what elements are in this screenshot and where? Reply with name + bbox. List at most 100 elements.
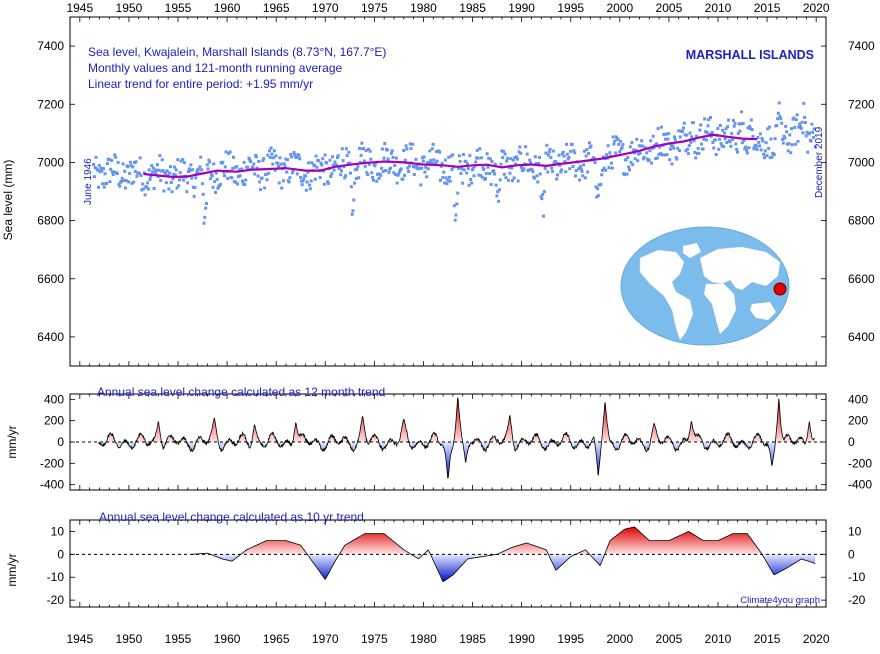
monthly-value-point xyxy=(732,124,736,128)
monthly-value-point xyxy=(189,163,193,167)
monthly-value-point xyxy=(318,176,322,180)
monthly-value-point xyxy=(403,173,406,177)
monthly-value-point xyxy=(138,156,142,160)
monthly-value-point xyxy=(638,151,642,155)
monthly-value-point xyxy=(672,146,676,150)
y-tick-label-right: 400 xyxy=(848,392,868,406)
monthly-value-point xyxy=(435,159,439,163)
monthly-value-point xyxy=(218,182,222,186)
10-yr-trend-positive-area xyxy=(191,526,816,555)
monthly-value-point xyxy=(251,166,255,170)
monthly-value-point xyxy=(147,168,151,172)
monthly-value-point xyxy=(279,162,283,166)
monthly-value-point xyxy=(709,116,712,119)
monthly-value-point xyxy=(274,154,278,158)
monthly-value-point xyxy=(171,177,175,181)
monthly-value-point xyxy=(411,142,415,146)
monthly-value-point xyxy=(617,142,621,146)
monthly-value-point xyxy=(530,168,534,172)
monthly-value-point xyxy=(727,118,730,122)
monthly-value-point xyxy=(204,206,208,210)
monthly-value-point xyxy=(740,110,744,114)
y-tick-label-left: 0 xyxy=(57,547,64,561)
monthly-value-point xyxy=(488,172,492,176)
monthly-value-point xyxy=(637,152,640,156)
monthly-value-point xyxy=(236,175,240,178)
monthly-value-point xyxy=(202,221,206,225)
monthly-value-point xyxy=(440,161,444,165)
monthly-value-point xyxy=(506,178,510,182)
monthly-value-point xyxy=(624,158,628,162)
monthly-value-point xyxy=(102,185,106,189)
monthly-value-point xyxy=(665,153,669,157)
x-tick-label-top: 2005 xyxy=(656,1,683,15)
monthly-value-point xyxy=(301,179,305,183)
monthly-value-point xyxy=(781,141,785,145)
monthly-value-point xyxy=(724,127,728,131)
monthly-value-point xyxy=(297,154,301,158)
monthly-value-point xyxy=(752,147,756,151)
monthly-value-point xyxy=(185,190,189,194)
monthly-value-point xyxy=(173,165,177,169)
y-tick-label-right: 0 xyxy=(848,547,855,561)
y-axis-label-12-month: mm/yr xyxy=(5,425,19,458)
monthly-value-point xyxy=(313,164,316,168)
monthly-value-point xyxy=(678,135,682,139)
monthly-value-point xyxy=(382,156,386,160)
chart-title-line-2: Monthly values and 121-month running ave… xyxy=(88,61,342,75)
monthly-value-point xyxy=(799,126,803,130)
monthly-value-point xyxy=(149,175,153,179)
monthly-value-point xyxy=(739,122,743,126)
monthly-value-point xyxy=(669,144,673,148)
monthly-value-point xyxy=(105,181,109,185)
monthly-value-point xyxy=(348,161,352,165)
monthly-value-point xyxy=(232,180,236,184)
monthly-value-point xyxy=(307,161,311,165)
monthly-value-point xyxy=(694,156,698,160)
monthly-value-point xyxy=(736,131,740,135)
monthly-value-point xyxy=(146,187,150,191)
12-month-trend-positive-area xyxy=(98,397,815,442)
monthly-value-point xyxy=(289,153,293,156)
monthly-value-point xyxy=(505,159,509,163)
monthly-value-point xyxy=(583,149,586,153)
monthly-value-point xyxy=(797,125,801,129)
monthly-value-point xyxy=(330,172,334,176)
monthly-value-point xyxy=(612,142,616,146)
monthly-value-point xyxy=(677,129,681,133)
monthly-value-point xyxy=(683,133,687,137)
monthly-value-point xyxy=(174,168,178,172)
monthly-value-point xyxy=(767,146,771,150)
monthly-value-point xyxy=(516,179,520,183)
monthly-value-point xyxy=(646,157,649,161)
monthly-value-point xyxy=(626,156,630,159)
monthly-value-point xyxy=(655,156,659,160)
monthly-value-point xyxy=(671,144,675,148)
monthly-value-point xyxy=(127,180,131,184)
monthly-value-point xyxy=(470,168,474,172)
monthly-value-point xyxy=(666,137,670,141)
monthly-value-point xyxy=(135,174,139,178)
monthly-value-point xyxy=(192,194,196,198)
monthly-value-point xyxy=(321,157,325,161)
monthly-value-point xyxy=(500,149,504,153)
monthly-value-point xyxy=(242,160,246,164)
monthly-value-point xyxy=(252,162,256,166)
monthly-value-point xyxy=(323,153,327,157)
monthly-value-point xyxy=(152,187,156,190)
monthly-value-point xyxy=(285,170,289,174)
y-tick-label-left: 7000 xyxy=(37,155,64,169)
monthly-value-point xyxy=(650,161,654,165)
monthly-value-point xyxy=(472,174,476,178)
monthly-value-point xyxy=(277,165,280,168)
monthly-value-point xyxy=(731,118,735,122)
monthly-value-point xyxy=(620,146,624,150)
y-tick-label-right: 7200 xyxy=(848,97,875,111)
monthly-value-point xyxy=(691,121,695,125)
monthly-value-point xyxy=(783,136,787,140)
monthly-value-point xyxy=(309,179,313,183)
monthly-value-point xyxy=(748,125,752,128)
monthly-value-point xyxy=(419,183,423,187)
monthly-value-point xyxy=(787,142,791,146)
monthly-value-point xyxy=(529,160,532,164)
